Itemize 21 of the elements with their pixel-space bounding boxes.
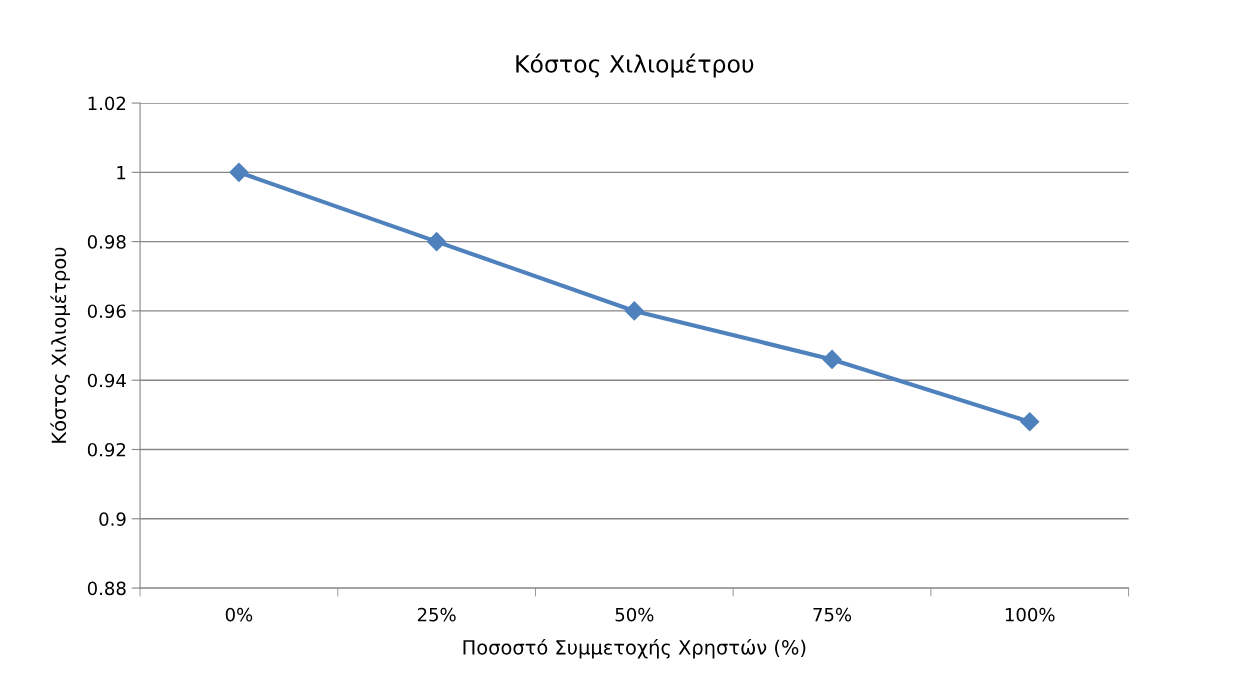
x-tick-label: 50% (615, 607, 654, 622)
y-tick-label: 1 (117, 166, 126, 180)
x-tick-label: 25% (417, 607, 456, 622)
y-tick-label: 0.94 (87, 373, 126, 388)
y-tick-label: 0.9 (99, 512, 126, 526)
point (624, 301, 644, 321)
point (229, 162, 249, 182)
y-tick-label: 0.96 (87, 304, 126, 319)
chart-title: Κόστος Χιλιομέτρου (516, 53, 754, 78)
point (427, 232, 447, 252)
x-tick-label: 100% (1005, 607, 1055, 622)
y-tick-label: 1.02 (88, 96, 126, 111)
y-tick-label: 0.92 (87, 442, 126, 457)
x-tick-label: 75% (813, 607, 852, 622)
y-tick-label: 0.98 (87, 235, 126, 249)
y-axis-title: Κόστος Χιλιομέτρου (50, 247, 70, 443)
x-tick-label: 0% (225, 607, 253, 622)
y-tick-label: 0.88 (87, 581, 126, 596)
point (1020, 412, 1040, 432)
x-axis-title: Ποσοστό Συμμετοχής Χρηστών (%) (463, 638, 806, 659)
point (822, 349, 842, 369)
